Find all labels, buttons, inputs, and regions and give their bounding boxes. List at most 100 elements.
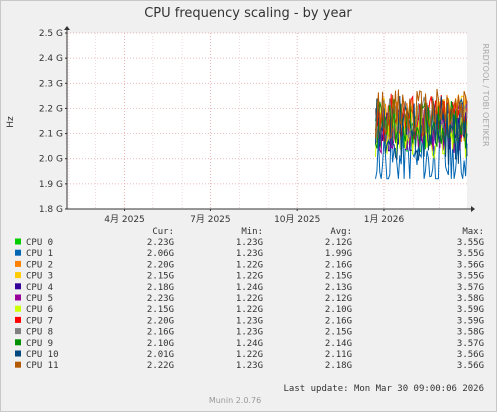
legend-swatch (15, 238, 21, 245)
legend-value-min: 1.22G (236, 305, 263, 315)
legend-series-name: CPU 11 (26, 361, 59, 371)
y-tick-labels: 1.8 G 1.9 G 2.0 G 2.1 G 2.2 G 2.3 G 2.4 G 2.5 G (39, 29, 63, 215)
legend-row-cpu-3: CPU 3 2.15G 1.22G 2.15G 3.55G (15, 272, 484, 282)
legend-value-avg: 2.16G (325, 260, 352, 270)
legend-value-max: 3.55G (457, 249, 484, 259)
legend-value-max: 3.55G (457, 238, 484, 248)
series-line-cpu-10 (375, 95, 468, 165)
chart-title: CPU frequency scaling - by year (144, 6, 352, 21)
legend-series-name: CPU 2 (26, 260, 53, 270)
y-tick-label: 2.1 G (39, 130, 63, 140)
legend-value-min: 1.24G (236, 283, 263, 293)
legend-value-min: 1.22G (236, 294, 263, 304)
legend-row-cpu-0: CPU 0 2.23G 1.23G 2.12G 3.55G (15, 238, 484, 248)
y-tick-label: 2.5 G (39, 29, 63, 39)
y-tick-label: 2.2 G (39, 104, 63, 114)
legend-value-max: 3.56G (457, 361, 484, 371)
legend-value-cur: 2.06G (147, 249, 174, 259)
legend-value-min: 1.23G (236, 361, 263, 371)
legend-series-name: CPU 9 (26, 339, 53, 349)
legend-series-name: CPU 8 (26, 328, 53, 338)
legend-series-name: CPU 6 (26, 305, 53, 315)
legend-swatch (15, 272, 21, 279)
legend-series-name: CPU 10 (26, 350, 59, 360)
legend-value-avg: 2.16G (325, 316, 352, 326)
legend-swatch (15, 249, 21, 256)
legend-value-max: 3.56G (457, 350, 484, 360)
legend-header-max: Max: (462, 227, 484, 237)
legend-header-min: Min: (241, 227, 263, 237)
legend-value-max: 3.57G (457, 283, 484, 293)
x-tick-label: 4月 2025 (104, 214, 145, 225)
legend-swatch (15, 305, 21, 312)
legend-series-name: CPU 3 (26, 272, 53, 282)
legend-row-cpu-6: CPU 6 2.15G 1.22G 2.10G 3.59G (15, 305, 484, 315)
legend-swatch (15, 294, 21, 301)
legend-value-min: 1.22G (236, 260, 263, 270)
legend-value-avg: 2.15G (325, 272, 352, 282)
legend-series-name: CPU 1 (26, 249, 53, 259)
y-tick-label: 1.8 G (39, 205, 63, 215)
legend-row-cpu-10: CPU 10 2.01G 1.22G 2.11G 3.56G (15, 350, 484, 360)
legend-value-max: 3.55G (457, 272, 484, 282)
y-tick-label: 1.9 G (39, 180, 63, 190)
y-tick-label: 2.0 G (39, 155, 63, 165)
legend-series-name: CPU 5 (26, 294, 53, 304)
legend-value-cur: 2.10G (147, 339, 174, 349)
legend-value-cur: 2.01G (147, 350, 174, 360)
legend-swatch (15, 350, 21, 357)
legend-row-cpu-11: CPU 11 2.22G 1.23G 2.18G 3.56G (15, 361, 484, 371)
legend: CPU 0 2.23G 1.23G 2.12G 3.55G CPU 1 2.06G 1.23G… (15, 238, 484, 371)
series-lines (375, 88, 468, 180)
legend-value-avg: 2.12G (325, 238, 352, 248)
y-tick-label: 2.4 G (39, 54, 63, 64)
legend-value-cur: 2.20G (147, 316, 174, 326)
legend-header-avg: Avg: (330, 227, 352, 237)
legend-value-cur: 2.22G (147, 361, 174, 371)
legend-swatch (15, 260, 21, 267)
legend-value-max: 3.57G (457, 339, 484, 349)
legend-row-cpu-2: CPU 2 2.20G 1.22G 2.16G 3.56G (15, 260, 484, 270)
y-tick-label: 2.3 G (39, 79, 63, 89)
legend-value-min: 1.22G (236, 272, 263, 282)
legend-header-cur: Cur: (152, 227, 174, 237)
y-axis-label: Hz (6, 116, 16, 128)
legend-value-cur: 2.20G (147, 260, 174, 270)
legend-value-max: 3.56G (457, 260, 484, 270)
legend-value-cur: 2.15G (147, 305, 174, 315)
legend-row-cpu-1: CPU 1 2.06G 1.23G 1.99G 3.55G (15, 249, 484, 259)
legend-row-cpu-7: CPU 7 2.20G 1.23G 2.16G 3.59G (15, 316, 484, 326)
y-axis-arrow (64, 26, 70, 30)
legend-value-min: 1.22G (236, 350, 263, 360)
legend-swatch (15, 361, 21, 368)
legend-value-min: 1.23G (236, 316, 263, 326)
legend-series-name: CPU 0 (26, 238, 53, 248)
legend-value-cur: 2.23G (147, 294, 174, 304)
legend-value-avg: 2.12G (325, 294, 352, 304)
legend-value-avg: 2.11G (325, 350, 352, 360)
legend-series-name: CPU 4 (26, 283, 53, 293)
legend-value-min: 1.23G (236, 238, 263, 248)
legend-row-cpu-8: CPU 8 2.16G 1.23G 2.15G 3.58G (15, 328, 484, 338)
last-update: Last update: Mon Mar 30 09:00:06 2026 (284, 384, 484, 394)
x-tick-labels: 4月 2025 7月 2025 10月 2025 1月 2026 (104, 214, 404, 225)
legend-row-cpu-9: CPU 9 2.10G 1.24G 2.14G 3.57G (15, 339, 484, 349)
legend-swatch (15, 339, 21, 346)
legend-header: Cur: Min: Avg: Max: (152, 227, 484, 237)
legend-series-name: CPU 7 (26, 316, 53, 326)
legend-value-min: 1.24G (236, 339, 263, 349)
x-tick-label: 1月 2026 (364, 214, 405, 225)
legend-value-avg: 2.10G (325, 305, 352, 315)
legend-swatch (15, 283, 21, 290)
legend-value-min: 1.23G (236, 249, 263, 259)
legend-swatch (15, 316, 21, 323)
legend-value-cur: 2.23G (147, 238, 174, 248)
series-line-cpu-11 (375, 88, 468, 140)
legend-value-avg: 2.13G (325, 283, 352, 293)
legend-value-cur: 2.16G (147, 328, 174, 338)
legend-value-min: 1.23G (236, 328, 263, 338)
legend-swatch (15, 328, 21, 335)
legend-value-cur: 2.18G (147, 283, 174, 293)
legend-value-avg: 2.15G (325, 328, 352, 338)
